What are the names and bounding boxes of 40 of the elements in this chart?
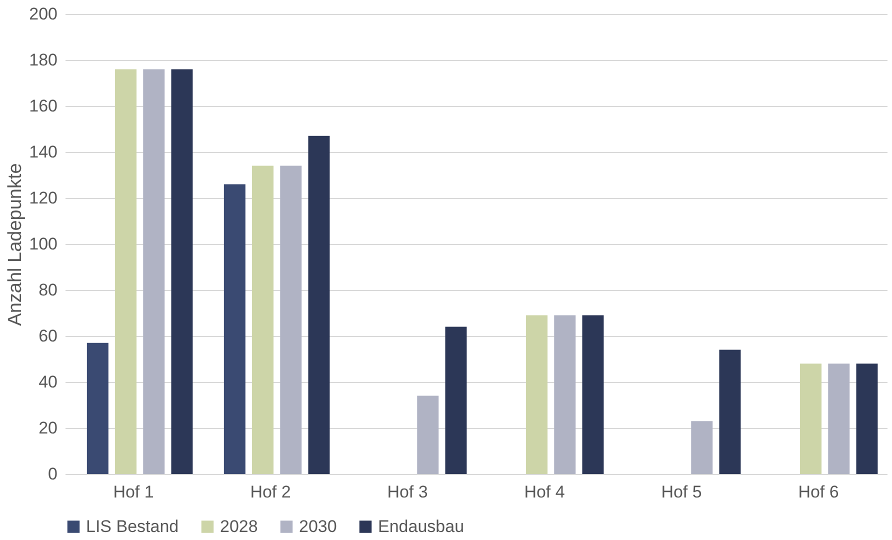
bar [417, 396, 439, 474]
y-axis-title: Anzahl Ladepunkte [5, 163, 26, 326]
x-tick-label: Hof 5 [661, 482, 702, 502]
y-tick-label: 40 [38, 372, 58, 392]
legend-label: LIS Bestand [86, 516, 179, 536]
bar [252, 166, 274, 474]
bar [526, 315, 548, 474]
y-tick-label: 160 [29, 96, 58, 116]
bar [224, 184, 246, 474]
bar [86, 342, 108, 474]
legend-label: 2030 [299, 516, 337, 536]
bar [280, 166, 302, 474]
x-tick-label: Hof 2 [250, 482, 291, 502]
bar [582, 315, 604, 474]
bar [828, 364, 850, 474]
legend-label: Endausbau [378, 516, 464, 536]
bar [554, 315, 576, 474]
x-tick-label: Hof 4 [524, 482, 565, 502]
bar [800, 364, 822, 474]
y-tick-label: 200 [29, 4, 58, 24]
y-tick-label: 80 [38, 280, 58, 300]
bar [691, 421, 713, 474]
y-tick-label: 0 [48, 464, 58, 484]
y-tick-label: 180 [29, 50, 58, 70]
bar [143, 69, 165, 474]
legend-label: 2028 [220, 516, 258, 536]
x-tick-label: Hof 6 [798, 482, 839, 502]
y-tick-label: 20 [38, 418, 58, 438]
bar [719, 350, 741, 474]
y-tick-label: 140 [29, 142, 58, 162]
bar [445, 326, 467, 474]
bar [115, 69, 137, 474]
y-tick-label: 60 [38, 326, 58, 346]
bar [856, 364, 878, 474]
bar [308, 136, 330, 474]
x-tick-label: Hof 1 [113, 482, 154, 502]
bar [171, 69, 193, 474]
x-tick-label: Hof 3 [387, 482, 428, 502]
y-tick-label: 120 [29, 188, 58, 208]
y-tick-label: 100 [29, 234, 58, 254]
